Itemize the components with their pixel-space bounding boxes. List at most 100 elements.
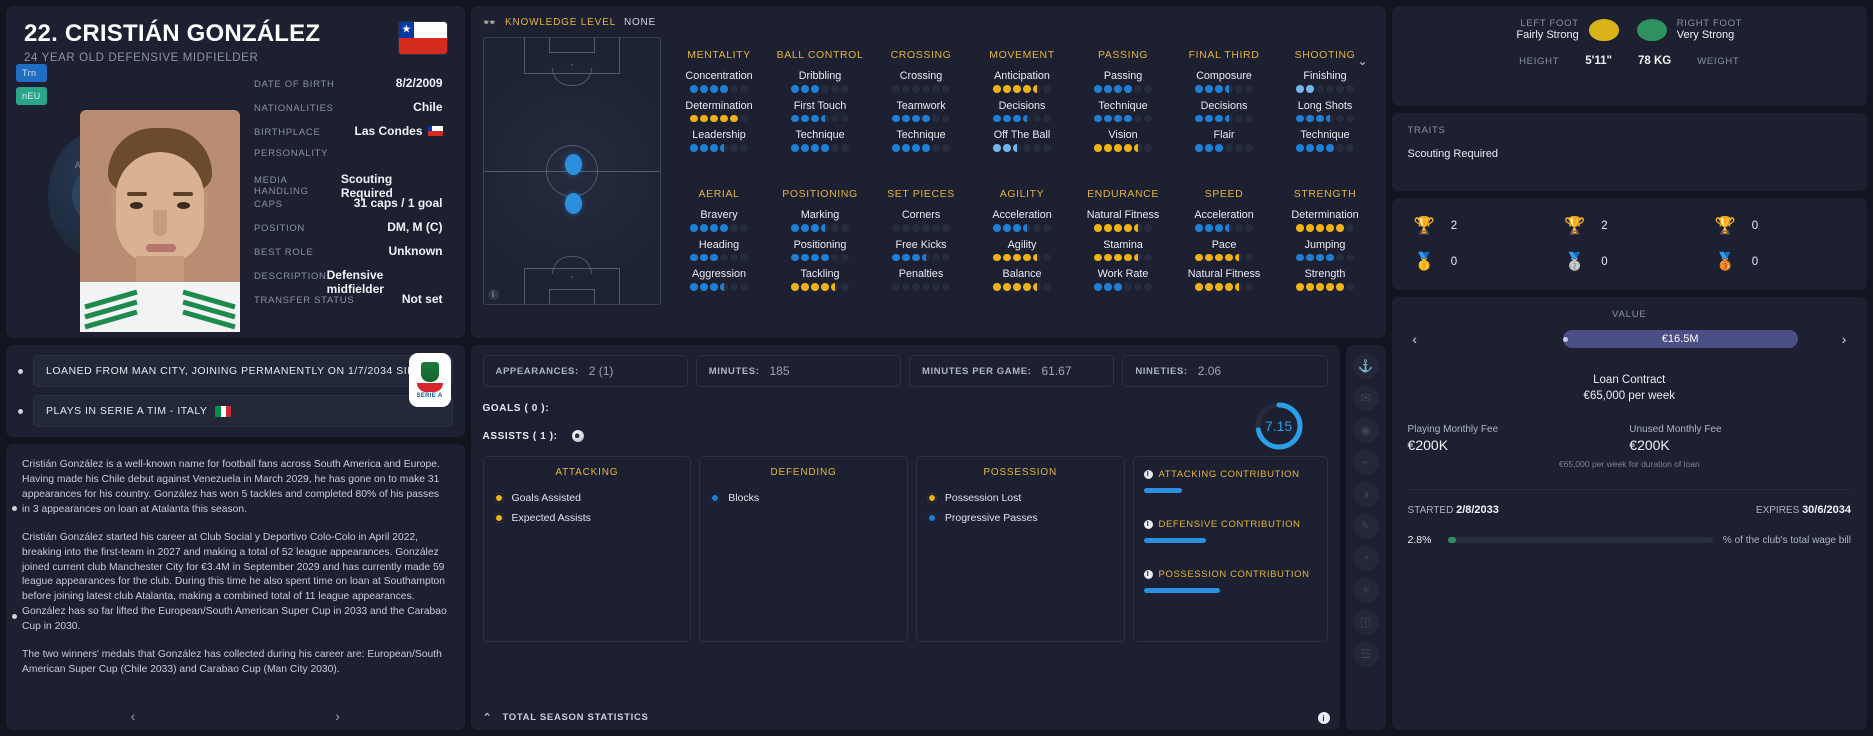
value-prev-arrow[interactable]: ‹: [1412, 331, 1417, 347]
attribute-dot: [942, 253, 950, 261]
attribute-item[interactable]: Balance: [974, 268, 1071, 291]
attribute-item[interactable]: Composure: [1176, 70, 1273, 93]
attribute-item[interactable]: Acceleration: [1176, 209, 1273, 232]
position-pitch[interactable]: i: [482, 37, 661, 305]
news-pill-loan[interactable]: LOANED FROM MAN CITY, JOINING PERMANENTL…: [33, 355, 453, 387]
attribute-item[interactable]: Agility: [974, 239, 1071, 261]
shirt-icon[interactable]: ◔: [1352, 545, 1379, 571]
category-item[interactable]: Progressive Passes: [926, 512, 1114, 524]
chevron-down-icon[interactable]: ⌄: [1357, 54, 1368, 68]
attribute-item[interactable]: Concentration: [671, 70, 768, 93]
player-overview-card: 22. CRISTIÁN GONZÁLEZ 24 YEAR OLD DEFENS…: [6, 6, 465, 338]
pen-icon[interactable]: ✎: [1352, 513, 1379, 539]
attribute-item[interactable]: Pace: [1176, 239, 1273, 261]
list-icon[interactable]: ☰: [1352, 641, 1379, 667]
started-block: STARTED 2/8/2033: [1408, 504, 1499, 516]
info-icon[interactable]: i: [1143, 520, 1153, 529]
anchor-icon[interactable]: ⚓: [1352, 353, 1379, 379]
attribute-item[interactable]: Long Shots: [1277, 100, 1374, 122]
pitch-info-icon[interactable]: i: [487, 289, 499, 300]
info-icon[interactable]: i: [1143, 570, 1153, 579]
attribute-item[interactable]: Jumping: [1277, 239, 1374, 261]
attribute-item[interactable]: Determination: [671, 100, 768, 122]
trophy-count: 2: [1450, 220, 1458, 232]
attribute-dot: [1205, 253, 1213, 261]
attribute-item[interactable]: Heading: [671, 239, 768, 261]
info-icon[interactable]: i: [1143, 470, 1153, 479]
info-label: BEST ROLE: [254, 247, 314, 258]
magnet-icon[interactable]: ⌁: [1352, 449, 1379, 475]
attribute-item[interactable]: Dribbling: [772, 70, 869, 93]
value-knob[interactable]: [1562, 337, 1568, 342]
attribute-dot: [1134, 144, 1142, 152]
attribute-item[interactable]: Strength: [1277, 268, 1374, 291]
attribute-item[interactable]: Decisions: [974, 100, 1071, 122]
chevron-up-icon[interactable]: ⌃: [482, 712, 493, 724]
sun-icon[interactable]: ✳: [1352, 577, 1379, 603]
news-pill-league[interactable]: PLAYS IN SERIE A TIM - ITALY: [33, 395, 453, 427]
attribute-item[interactable]: Determination: [1277, 209, 1374, 232]
average-rating-value: 7.15: [1264, 418, 1293, 434]
attribute-item[interactable]: Technique: [1075, 100, 1172, 122]
value-next-arrow[interactable]: ›: [1841, 331, 1847, 347]
attribute-dot: [1326, 144, 1334, 152]
attribute-dot: [1134, 253, 1142, 261]
chart-icon[interactable]: ◫: [1352, 609, 1379, 635]
attribute-item[interactable]: Decisions: [1176, 100, 1273, 122]
category-item[interactable]: Expected Assists: [493, 512, 681, 524]
attribute-item[interactable]: Marking: [772, 209, 869, 232]
attribute-item[interactable]: Vision: [1075, 129, 1172, 152]
statistics-info-icon[interactable]: i: [1317, 712, 1330, 724]
attribute-item[interactable]: Natural Fitness: [1176, 268, 1273, 291]
contribution-label: POSSESSION CONTRIBUTION: [1158, 569, 1310, 580]
attribute-item[interactable]: Bravery: [671, 209, 768, 232]
category-item[interactable]: Blocks: [710, 492, 897, 504]
attribute-item[interactable]: Aggression: [671, 268, 768, 291]
value-track[interactable]: €16.5M: [1434, 330, 1825, 348]
attribute-group-title: PASSING: [1097, 49, 1149, 61]
mail-icon[interactable]: ✉: [1352, 385, 1379, 411]
attribute-item[interactable]: Natural Fitness: [1075, 209, 1172, 232]
attribute-dot: [892, 253, 900, 261]
attribute-item[interactable]: Acceleration: [974, 209, 1071, 232]
attribute-item[interactable]: Passing: [1075, 70, 1172, 93]
attribute-item[interactable]: Leadership: [671, 129, 768, 152]
attribute-item[interactable]: First Touch: [772, 100, 869, 122]
attribute-item[interactable]: Free Kicks: [873, 239, 970, 261]
attribute-item[interactable]: Anticipation: [974, 70, 1071, 93]
attribute-item[interactable]: Technique: [1277, 129, 1374, 152]
attribute-item[interactable]: Tackling: [772, 268, 869, 291]
attribute-item[interactable]: Teamwork: [873, 100, 970, 122]
bio-prev-button[interactable]: ‹: [130, 707, 136, 724]
attribute-group-title: MENTALITY: [687, 49, 751, 61]
news-item: PLAYS IN SERIE A TIM - ITALY: [18, 395, 453, 427]
bio-next-button[interactable]: ›: [335, 707, 340, 724]
category-item[interactable]: Goals Assisted: [493, 492, 681, 504]
attribute-item[interactable]: Work Rate: [1075, 268, 1172, 291]
trophy-cell: 🏆 0: [1705, 208, 1855, 244]
attribute-item[interactable]: Off The Ball: [974, 129, 1071, 152]
attribute-dot: [993, 144, 1001, 152]
attribute-name: Vision: [1108, 129, 1138, 141]
transfermarkt-badge[interactable]: Trn: [16, 64, 47, 82]
non-eu-badge[interactable]: nEU: [16, 87, 47, 105]
total-season-statistics-bar[interactable]: ⌃ TOTAL SEASON STATISTICS: [483, 711, 1328, 724]
contrast-icon[interactable]: ◑: [1352, 481, 1379, 507]
attribute-item[interactable]: Corners: [873, 209, 970, 232]
attribute-item[interactable]: Positioning: [772, 239, 869, 261]
summary-label: MINUTES PER GAME:: [922, 365, 1032, 377]
attribute-item[interactable]: Penalties: [873, 268, 970, 291]
attribute-item[interactable]: Flair: [1176, 129, 1273, 152]
eye-icon[interactable]: ◉: [1352, 417, 1379, 443]
attribute-name: Flair: [1213, 129, 1235, 141]
category-defending: DEFENDING Blocks: [699, 456, 908, 642]
attribute-item[interactable]: Technique: [873, 129, 970, 152]
attribute-item[interactable]: Finishing: [1277, 70, 1374, 93]
attribute-item[interactable]: Technique: [772, 129, 869, 152]
attribute-item[interactable]: Stamina: [1075, 239, 1172, 261]
attribute-item[interactable]: Crossing: [873, 70, 970, 93]
category-item[interactable]: Possession Lost: [926, 492, 1114, 504]
attribute-name: Determination: [1291, 209, 1359, 221]
attribute-dot: [700, 85, 708, 93]
